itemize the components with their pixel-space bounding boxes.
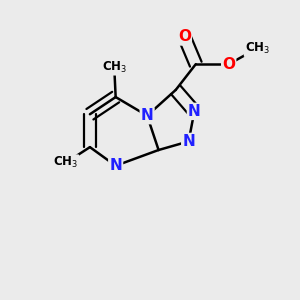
Text: O: O — [222, 57, 235, 72]
Text: CH$_3$: CH$_3$ — [53, 155, 78, 170]
Text: N: N — [188, 104, 201, 119]
Text: N: N — [182, 134, 195, 149]
Text: O: O — [178, 29, 191, 44]
Text: CH$_3$: CH$_3$ — [245, 41, 270, 56]
Text: CH$_3$: CH$_3$ — [102, 59, 127, 75]
Text: N: N — [141, 108, 154, 123]
Text: N: N — [109, 158, 122, 173]
